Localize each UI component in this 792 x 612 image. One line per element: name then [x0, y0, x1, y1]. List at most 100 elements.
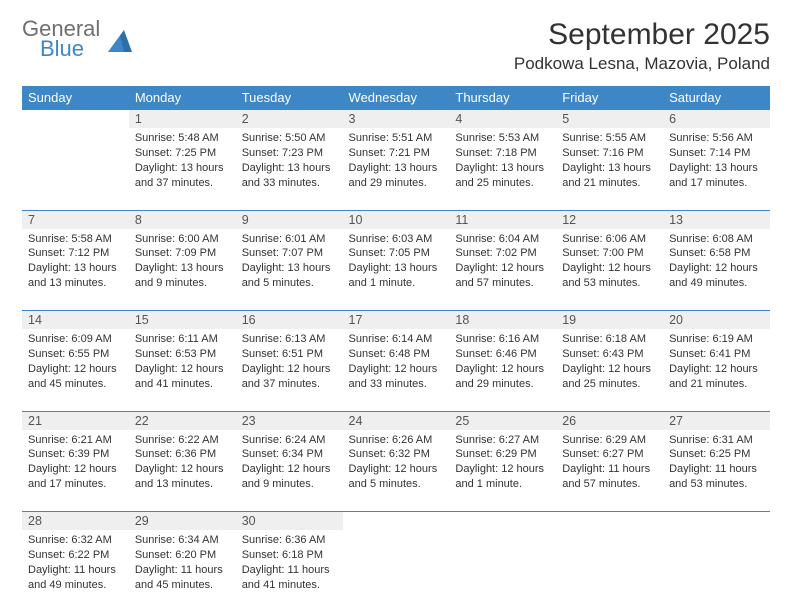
sunset-text: Sunset: 7:23 PM: [242, 146, 337, 161]
sunrise-text: Sunrise: 6:00 AM: [135, 232, 230, 247]
day-content-cell: Sunrise: 6:26 AMSunset: 6:32 PMDaylight:…: [343, 430, 450, 512]
day-number-cell: 25: [449, 411, 556, 430]
sunrise-text: Sunrise: 6:36 AM: [242, 533, 337, 548]
daylight-text: Daylight: 13 hours and 9 minutes.: [135, 261, 230, 291]
sunset-text: Sunset: 7:00 PM: [562, 246, 657, 261]
daylight-text: Daylight: 11 hours and 49 minutes.: [28, 563, 123, 593]
sunrise-text: Sunrise: 6:18 AM: [562, 332, 657, 347]
sunset-text: Sunset: 6:41 PM: [669, 347, 764, 362]
day-number-cell: 3: [343, 110, 450, 129]
day-content-cell: Sunrise: 6:09 AMSunset: 6:55 PMDaylight:…: [22, 329, 129, 411]
sunset-text: Sunset: 6:48 PM: [349, 347, 444, 362]
sunrise-text: Sunrise: 6:24 AM: [242, 433, 337, 448]
day-content-cell: [663, 530, 770, 612]
day-content-cell: Sunrise: 6:29 AMSunset: 6:27 PMDaylight:…: [556, 430, 663, 512]
day-number-cell: 21: [22, 411, 129, 430]
sunrise-text: Sunrise: 6:11 AM: [135, 332, 230, 347]
daylight-text: Daylight: 13 hours and 13 minutes.: [28, 261, 123, 291]
location: Podkowa Lesna, Mazovia, Poland: [514, 54, 770, 74]
day-number-cell: 27: [663, 411, 770, 430]
daylight-text: Daylight: 12 hours and 41 minutes.: [135, 362, 230, 392]
day-number-row: 21222324252627: [22, 411, 770, 430]
day-content-cell: Sunrise: 6:19 AMSunset: 6:41 PMDaylight:…: [663, 329, 770, 411]
day-number-cell: 13: [663, 210, 770, 229]
day-content-cell: Sunrise: 6:01 AMSunset: 7:07 PMDaylight:…: [236, 229, 343, 311]
day-number-cell: 17: [343, 311, 450, 330]
sunrise-text: Sunrise: 6:27 AM: [455, 433, 550, 448]
day-content-cell: Sunrise: 5:58 AMSunset: 7:12 PMDaylight:…: [22, 229, 129, 311]
day-content-cell: [556, 530, 663, 612]
day-number-cell: [343, 512, 450, 531]
sunset-text: Sunset: 6:39 PM: [28, 447, 123, 462]
daylight-text: Daylight: 11 hours and 57 minutes.: [562, 462, 657, 492]
day-number-cell: 2: [236, 110, 343, 129]
sunset-text: Sunset: 7:18 PM: [455, 146, 550, 161]
weekday-header: Tuesday: [236, 86, 343, 110]
sunset-text: Sunset: 7:16 PM: [562, 146, 657, 161]
day-number-cell: 5: [556, 110, 663, 129]
day-content-cell: Sunrise: 6:18 AMSunset: 6:43 PMDaylight:…: [556, 329, 663, 411]
sunset-text: Sunset: 6:51 PM: [242, 347, 337, 362]
day-content-cell: Sunrise: 6:27 AMSunset: 6:29 PMDaylight:…: [449, 430, 556, 512]
day-content-cell: [449, 530, 556, 612]
day-number-cell: 24: [343, 411, 450, 430]
day-content-cell: Sunrise: 6:04 AMSunset: 7:02 PMDaylight:…: [449, 229, 556, 311]
daylight-text: Daylight: 13 hours and 21 minutes.: [562, 161, 657, 191]
daylight-text: Daylight: 13 hours and 25 minutes.: [455, 161, 550, 191]
day-number-cell: [663, 512, 770, 531]
sunrise-text: Sunrise: 6:03 AM: [349, 232, 444, 247]
sunrise-text: Sunrise: 6:19 AM: [669, 332, 764, 347]
sunrise-text: Sunrise: 6:08 AM: [669, 232, 764, 247]
day-number-cell: [556, 512, 663, 531]
day-number-cell: 20: [663, 311, 770, 330]
weekday-header-row: SundayMondayTuesdayWednesdayThursdayFrid…: [22, 86, 770, 110]
day-number-cell: 28: [22, 512, 129, 531]
daylight-text: Daylight: 13 hours and 1 minute.: [349, 261, 444, 291]
calendar-table: SundayMondayTuesdayWednesdayThursdayFrid…: [22, 86, 770, 612]
day-content-cell: [343, 530, 450, 612]
day-content-row: Sunrise: 6:32 AMSunset: 6:22 PMDaylight:…: [22, 530, 770, 612]
day-number-cell: 18: [449, 311, 556, 330]
daylight-text: Daylight: 12 hours and 25 minutes.: [562, 362, 657, 392]
day-content-cell: [22, 128, 129, 210]
daylight-text: Daylight: 12 hours and 13 minutes.: [135, 462, 230, 492]
day-content-cell: Sunrise: 6:00 AMSunset: 7:09 PMDaylight:…: [129, 229, 236, 311]
day-number-row: 282930: [22, 512, 770, 531]
sunrise-text: Sunrise: 5:51 AM: [349, 131, 444, 146]
day-number-cell: 1: [129, 110, 236, 129]
sunset-text: Sunset: 6:46 PM: [455, 347, 550, 362]
sunrise-text: Sunrise: 5:50 AM: [242, 131, 337, 146]
daylight-text: Daylight: 12 hours and 45 minutes.: [28, 362, 123, 392]
sunset-text: Sunset: 6:18 PM: [242, 548, 337, 563]
day-number-cell: 26: [556, 411, 663, 430]
weekday-header: Wednesday: [343, 86, 450, 110]
sunset-text: Sunset: 6:34 PM: [242, 447, 337, 462]
sunset-text: Sunset: 6:58 PM: [669, 246, 764, 261]
day-content-row: Sunrise: 5:48 AMSunset: 7:25 PMDaylight:…: [22, 128, 770, 210]
daylight-text: Daylight: 12 hours and 49 minutes.: [669, 261, 764, 291]
day-content-cell: Sunrise: 6:14 AMSunset: 6:48 PMDaylight:…: [343, 329, 450, 411]
day-number-row: 123456: [22, 110, 770, 129]
logo-sail-icon: [106, 28, 134, 54]
day-content-cell: Sunrise: 6:21 AMSunset: 6:39 PMDaylight:…: [22, 430, 129, 512]
day-number-cell: 19: [556, 311, 663, 330]
sunset-text: Sunset: 6:43 PM: [562, 347, 657, 362]
day-number-cell: 9: [236, 210, 343, 229]
day-number-cell: 7: [22, 210, 129, 229]
day-number-cell: 11: [449, 210, 556, 229]
day-number-cell: 15: [129, 311, 236, 330]
daylight-text: Daylight: 12 hours and 9 minutes.: [242, 462, 337, 492]
daylight-text: Daylight: 12 hours and 33 minutes.: [349, 362, 444, 392]
day-content-cell: Sunrise: 6:06 AMSunset: 7:00 PMDaylight:…: [556, 229, 663, 311]
sunset-text: Sunset: 6:53 PM: [135, 347, 230, 362]
day-number-cell: 29: [129, 512, 236, 531]
sunrise-text: Sunrise: 5:58 AM: [28, 232, 123, 247]
day-number-cell: 30: [236, 512, 343, 531]
daylight-text: Daylight: 11 hours and 41 minutes.: [242, 563, 337, 593]
day-content-cell: Sunrise: 6:24 AMSunset: 6:34 PMDaylight:…: [236, 430, 343, 512]
sunrise-text: Sunrise: 6:04 AM: [455, 232, 550, 247]
day-number-cell: 10: [343, 210, 450, 229]
logo-line2: Blue: [40, 38, 100, 60]
day-number-cell: 22: [129, 411, 236, 430]
weekday-header: Thursday: [449, 86, 556, 110]
